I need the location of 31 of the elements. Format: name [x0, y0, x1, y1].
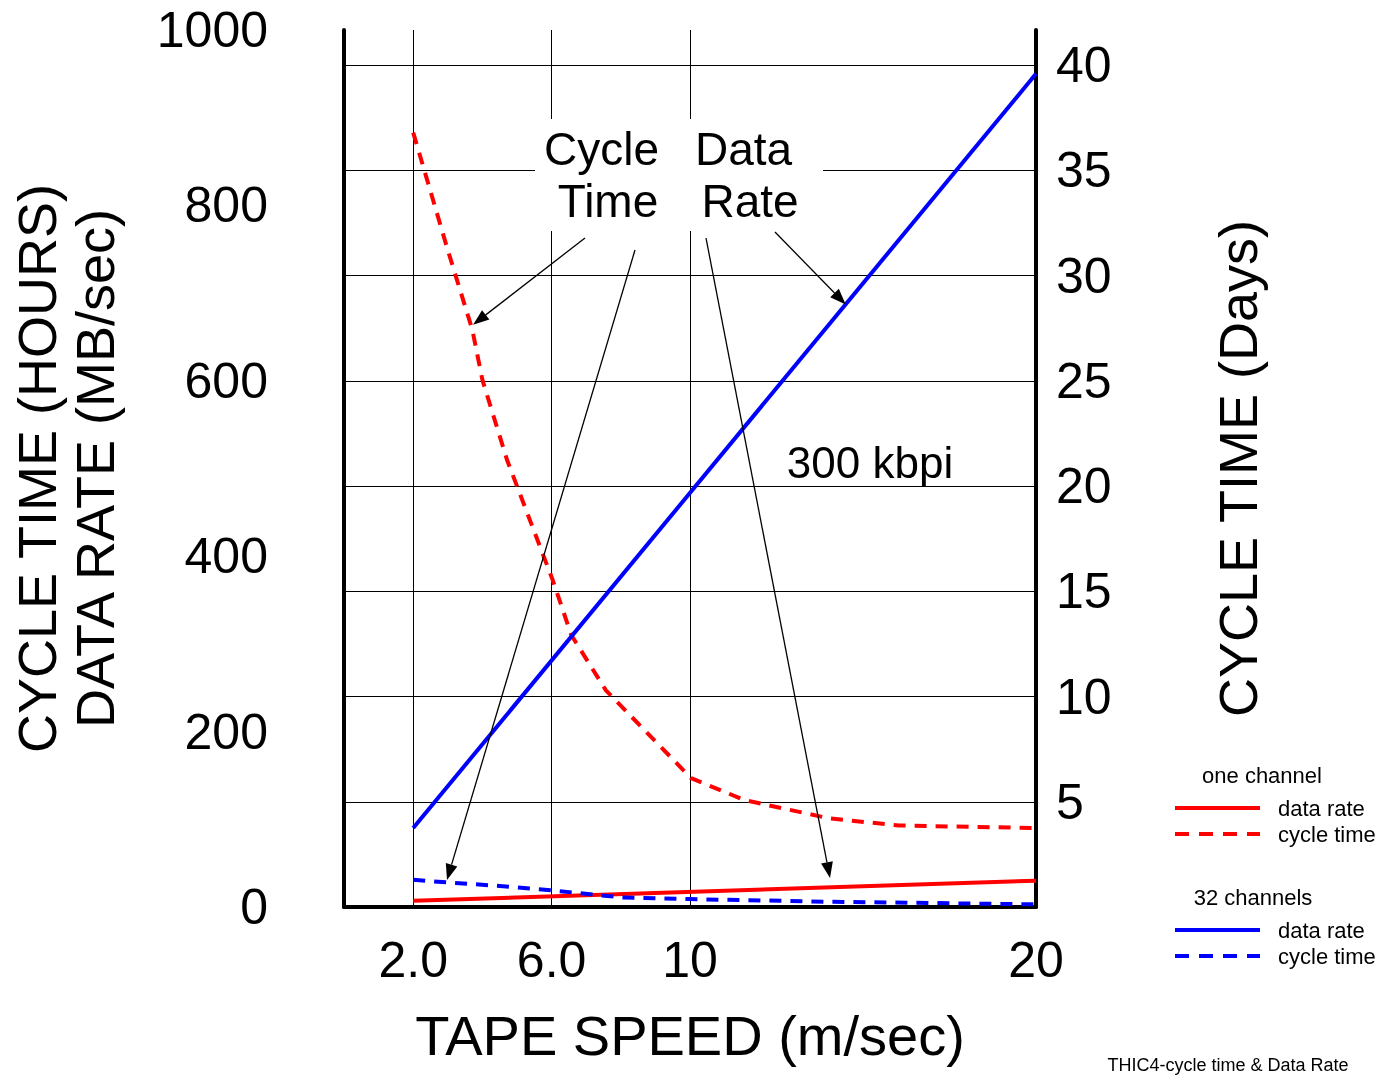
y2-tick-label: 25 — [1056, 352, 1112, 409]
y2-axis-title: CYCLE TIME (Days) — [1208, 219, 1268, 718]
y2-tick-label: 35 — [1056, 142, 1112, 199]
x-tick-label: 10 — [662, 932, 718, 988]
annotation: Data Rate — [695, 123, 805, 227]
text: THIC4-cycle time & Data Rate — [1107, 1055, 1349, 1075]
y2-tick-label: 20 — [1056, 458, 1112, 515]
annotation: Cycle Time — [544, 123, 672, 227]
y2-tick-label: 40 — [1056, 37, 1112, 94]
x-axis-title: TAPE SPEED (m/sec) — [415, 1003, 965, 1067]
legend-label: data rate — [1278, 917, 1365, 943]
legend-label: cycle time — [1278, 943, 1376, 969]
y2-tick-label: 5 — [1056, 773, 1084, 830]
legend-label: data rate — [1278, 795, 1365, 821]
y-tick-label: 600 — [184, 352, 268, 409]
legend-label: cycle time — [1278, 821, 1376, 847]
y-tick-label: 200 — [184, 703, 268, 760]
annotation: 300 kbpi — [786, 437, 954, 487]
y2-tick-label: 15 — [1056, 563, 1112, 620]
text: 32 channels — [1193, 884, 1313, 910]
y2-tick-label: 10 — [1056, 668, 1112, 725]
y-axis-title: CYCLE TIME (HOURS) DATA RATE (MB/sec) — [7, 183, 125, 754]
y-tick-label: 800 — [184, 177, 268, 234]
text: one channel — [1202, 762, 1322, 788]
y-tick-label: 1000 — [156, 2, 268, 58]
x-tick-label: 20 — [1008, 932, 1064, 988]
y-tick-label: 0 — [240, 879, 268, 935]
x-tick-label: 6.0 — [516, 932, 587, 988]
y2-tick-label: 30 — [1056, 247, 1112, 304]
y-tick-label: 400 — [184, 528, 268, 585]
x-tick-label: 2.0 — [378, 932, 448, 988]
